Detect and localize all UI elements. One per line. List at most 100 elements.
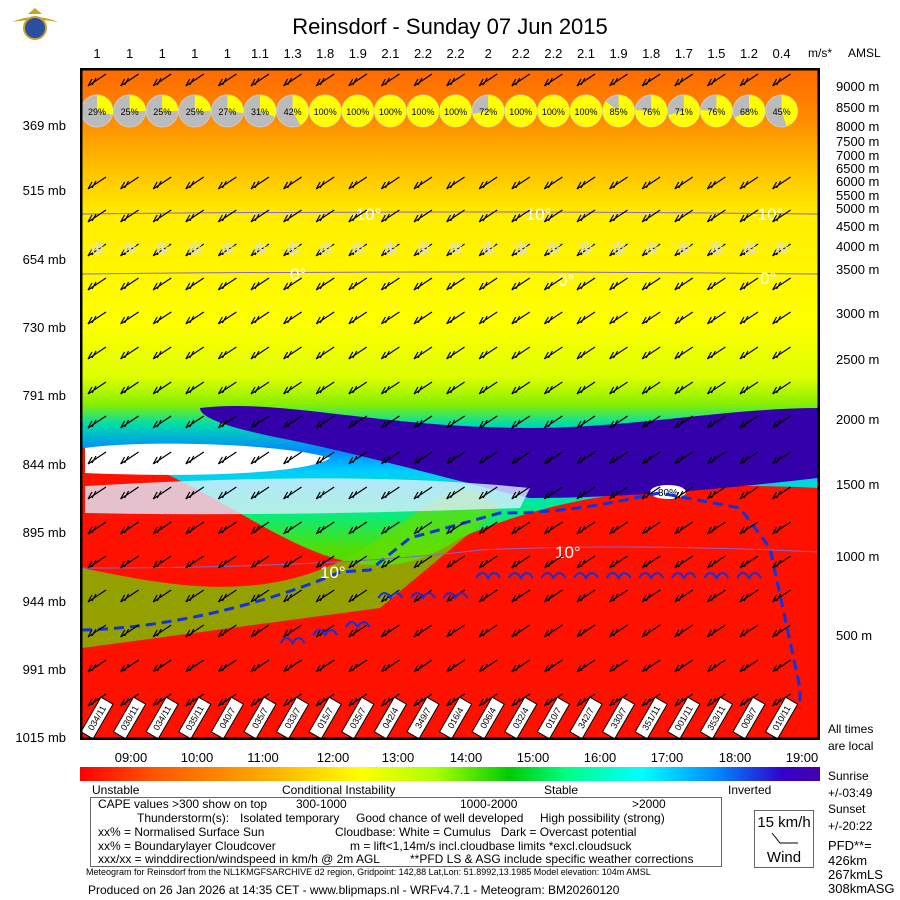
wind-barb bbox=[315, 381, 335, 395]
snow-icon: ❄ bbox=[773, 239, 790, 261]
wind-barb bbox=[772, 73, 791, 87]
wind-barb bbox=[413, 659, 433, 673]
wind-barb bbox=[674, 243, 694, 257]
wind-barb-icon bbox=[771, 832, 798, 844]
wind-barb bbox=[576, 346, 596, 360]
thermal-lift-marker bbox=[507, 572, 534, 580]
wind-barb bbox=[413, 415, 433, 429]
wind-barb bbox=[217, 277, 237, 291]
wind-barb bbox=[543, 209, 563, 223]
wind-barb bbox=[576, 73, 596, 87]
surface-wind-label: 015/7 bbox=[308, 696, 342, 740]
surface-wind-label: 330/7 bbox=[601, 696, 636, 740]
wind-barb bbox=[120, 277, 139, 291]
wind-barb bbox=[706, 277, 726, 291]
wind-barb bbox=[706, 589, 726, 603]
wind-barb bbox=[380, 311, 400, 325]
time-label: 12:00 bbox=[316, 750, 350, 765]
wind-barb bbox=[152, 381, 172, 395]
wind-barb bbox=[478, 589, 498, 603]
wind-label-box bbox=[471, 696, 505, 740]
isotherm-minus10 bbox=[81, 211, 819, 215]
surface-wind-label: 016/4 bbox=[438, 696, 473, 740]
altitude-label: 500 m bbox=[836, 628, 873, 643]
wind-barb bbox=[478, 243, 498, 257]
sun-pie-slice bbox=[734, 95, 765, 127]
wind-barb bbox=[348, 176, 368, 190]
snow-icon: ❄ bbox=[252, 239, 269, 261]
thermal-lift-marker bbox=[736, 572, 762, 580]
wind-barb bbox=[250, 277, 270, 291]
sun-pie-slice bbox=[439, 95, 472, 127]
wind-barb bbox=[706, 624, 726, 638]
surface-wind-label: 010/7 bbox=[536, 696, 571, 740]
snow-icon: ❄ bbox=[512, 239, 529, 261]
legend-text: 1000-2000 bbox=[460, 797, 518, 811]
footer-meta: Meteogram for Reinsdorf from the NL1KMGF… bbox=[86, 867, 651, 877]
pressure-label: 844 mb bbox=[22, 457, 66, 472]
wind-barb bbox=[87, 346, 107, 360]
wind-barb bbox=[152, 415, 172, 429]
wind-barb bbox=[120, 311, 139, 325]
wind-barb bbox=[120, 243, 139, 257]
wind-barb bbox=[152, 486, 172, 500]
wind-barb bbox=[315, 415, 335, 429]
wind-barb bbox=[446, 311, 465, 325]
wind-barb bbox=[348, 381, 368, 395]
wind-barb bbox=[609, 381, 628, 395]
sun-percent: 100% bbox=[542, 107, 565, 117]
wind-barb bbox=[706, 451, 726, 465]
wind-barb bbox=[511, 589, 531, 603]
wind-barb bbox=[674, 555, 694, 569]
wind-barb bbox=[348, 277, 368, 291]
surface-wind-label: 342/7 bbox=[569, 696, 603, 740]
sun-percent: 45% bbox=[773, 107, 791, 117]
wind-barb bbox=[348, 555, 368, 569]
wind-barb bbox=[674, 415, 694, 429]
wind-barb bbox=[217, 381, 237, 395]
wind-barb bbox=[217, 555, 237, 569]
wind-barb bbox=[87, 415, 107, 429]
wind-barb bbox=[772, 555, 791, 569]
time-label: 10:00 bbox=[180, 750, 214, 765]
wind-barb bbox=[315, 521, 335, 535]
wind-barb bbox=[250, 73, 270, 87]
pressure-label: 791 mb bbox=[22, 388, 66, 403]
wind-barb bbox=[609, 243, 628, 257]
wind-barb bbox=[772, 659, 791, 673]
altitude-label: 5000 m bbox=[836, 201, 880, 216]
wind-barb bbox=[380, 73, 400, 87]
wind-barb bbox=[250, 451, 270, 465]
snow-icon: ❄ bbox=[545, 239, 562, 261]
wind-barb bbox=[185, 73, 205, 87]
wind-barb bbox=[706, 521, 726, 535]
sun-percent: 25% bbox=[153, 107, 171, 117]
wind-barb bbox=[478, 381, 498, 395]
wind-barb bbox=[446, 346, 465, 360]
sun-pie-slice bbox=[668, 95, 700, 127]
wind-barb bbox=[511, 451, 531, 465]
legend-text: Isolated temporary bbox=[240, 811, 340, 825]
snow-icon: ❄ bbox=[578, 239, 595, 261]
sun-pie-slice bbox=[602, 95, 635, 127]
wind-barb bbox=[413, 486, 433, 500]
wind-barb bbox=[739, 346, 759, 360]
wind-barb bbox=[641, 381, 661, 395]
colorbar-label: Conditional Instability bbox=[282, 783, 396, 797]
wind-barb bbox=[706, 555, 726, 569]
thermal-lift-marker bbox=[670, 572, 697, 580]
sun-percent: 72% bbox=[479, 107, 497, 117]
wind-barb bbox=[152, 73, 172, 87]
legend-text: Good chance of well developed bbox=[356, 811, 524, 825]
wind-scale-speed: 15 km/h bbox=[757, 814, 811, 831]
wind-barb bbox=[380, 486, 400, 500]
time-label: 09:00 bbox=[114, 750, 148, 765]
sun-percent: 100% bbox=[574, 107, 597, 117]
wind-barb bbox=[478, 555, 498, 569]
wind-barb bbox=[609, 451, 628, 465]
snow-icon: ❄ bbox=[675, 239, 692, 261]
wind-barb bbox=[576, 486, 596, 500]
wind-barb bbox=[674, 277, 694, 291]
colorbar-label: Unstable bbox=[92, 783, 140, 797]
surface-wind-label: 032/4 bbox=[504, 696, 538, 740]
